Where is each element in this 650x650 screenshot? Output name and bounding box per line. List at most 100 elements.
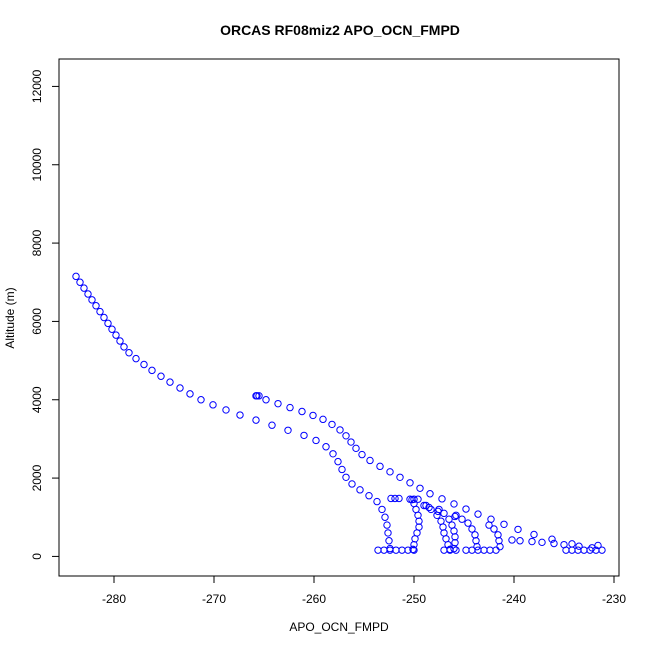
data-point	[395, 494, 403, 503]
data-point	[414, 495, 422, 503]
data-point	[222, 406, 230, 414]
data-point	[406, 479, 414, 487]
data-point	[492, 546, 500, 554]
data-point	[514, 525, 522, 534]
data-point	[560, 540, 568, 549]
data-point	[396, 473, 404, 481]
data-point	[342, 432, 350, 440]
data-point	[72, 272, 80, 281]
data-point	[391, 494, 399, 503]
data-point	[468, 546, 476, 554]
data-point	[486, 546, 494, 554]
data-point	[548, 535, 556, 543]
data-point	[92, 302, 100, 310]
data-point	[186, 390, 194, 398]
data-point	[462, 546, 470, 554]
data-points	[72, 272, 606, 554]
data-point	[338, 465, 346, 474]
data-point	[411, 535, 419, 543]
data-point	[598, 546, 606, 554]
data-point	[366, 456, 374, 465]
data-point	[473, 542, 481, 551]
data-point	[381, 513, 389, 521]
y-tick-label: 2000	[30, 464, 44, 491]
data-point	[462, 505, 470, 513]
data-point	[380, 546, 388, 554]
data-point	[410, 540, 418, 549]
x-tick-label: -280	[102, 592, 126, 606]
data-point	[342, 473, 350, 481]
data-point	[116, 337, 124, 345]
data-point	[255, 392, 263, 400]
data-point	[209, 401, 217, 409]
data-point	[415, 517, 423, 525]
data-point	[132, 354, 140, 363]
data-point	[387, 494, 395, 503]
data-point	[594, 541, 602, 550]
data-point	[480, 546, 488, 554]
data-point	[112, 331, 120, 339]
data-point	[568, 546, 576, 554]
data-point	[452, 511, 460, 519]
data-point	[322, 443, 330, 451]
data-point	[472, 537, 480, 545]
data-point	[319, 415, 327, 424]
data-point	[410, 546, 418, 554]
data-point	[100, 313, 108, 322]
data-point	[516, 537, 524, 545]
data-point	[383, 521, 391, 529]
data-point	[334, 457, 342, 466]
data-point	[312, 436, 320, 445]
data-point	[376, 462, 384, 471]
data-point	[176, 384, 184, 392]
x-tick-label: -250	[402, 592, 426, 606]
data-point	[414, 511, 422, 519]
data-point	[438, 495, 446, 503]
data-point	[490, 525, 498, 533]
data-point	[575, 542, 583, 550]
data-point	[252, 416, 260, 424]
data-point	[451, 512, 459, 521]
data-point	[104, 319, 112, 328]
data-point	[96, 307, 104, 316]
data-point	[508, 536, 516, 544]
data-point	[374, 546, 382, 554]
data-point	[550, 539, 558, 548]
data-point	[157, 372, 165, 380]
data-point	[398, 546, 406, 554]
y-tick-label: 8000	[30, 229, 44, 256]
data-point	[298, 407, 306, 416]
data-point	[528, 537, 536, 546]
y-tick-label: 12000	[30, 69, 44, 103]
data-point	[485, 521, 493, 529]
data-point	[425, 503, 433, 512]
data-point	[452, 546, 460, 554]
x-tick-label: -270	[202, 592, 226, 606]
data-point	[148, 366, 156, 375]
data-point	[568, 540, 576, 548]
data-point	[427, 505, 435, 514]
data-point	[309, 411, 317, 420]
data-point	[384, 529, 392, 537]
data-point	[197, 396, 205, 404]
data-point	[300, 431, 308, 440]
data-point	[530, 530, 538, 539]
data-point	[439, 523, 447, 531]
data-point	[538, 538, 546, 547]
data-point	[166, 378, 174, 386]
x-tick-label: -230	[602, 592, 626, 606]
data-point	[445, 515, 453, 523]
x-tick-label: -260	[302, 592, 326, 606]
data-point	[365, 492, 373, 500]
data-point	[286, 403, 294, 412]
data-point	[450, 527, 458, 535]
data-point	[392, 546, 400, 554]
data-point	[80, 284, 88, 292]
data-point	[253, 392, 261, 400]
data-point	[440, 546, 448, 554]
data-point	[284, 426, 292, 434]
plot-frame	[58, 58, 620, 577]
data-point	[262, 396, 270, 404]
data-point	[336, 426, 344, 434]
